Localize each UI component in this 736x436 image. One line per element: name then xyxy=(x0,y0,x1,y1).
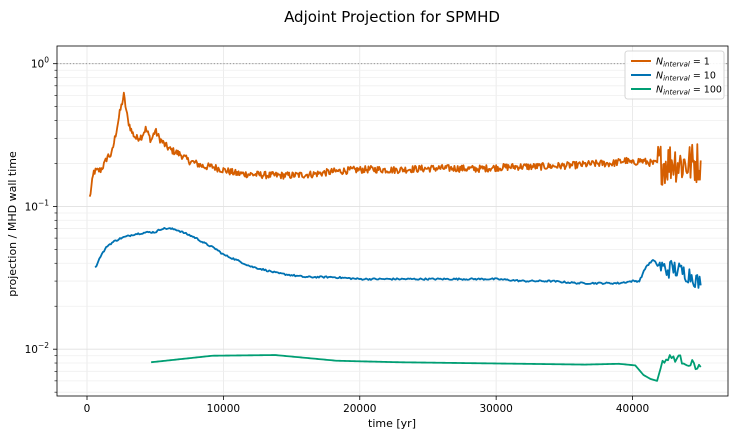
x-tick-label: 30000 xyxy=(479,403,512,415)
y-tick-label: 100 xyxy=(31,56,49,71)
y-tick-label: 10−1 xyxy=(25,198,50,213)
x-axis: 0 10000 20000 30000 40000 xyxy=(84,396,649,415)
legend-box xyxy=(624,50,725,100)
x-tick-label: 0 xyxy=(84,403,91,415)
legend-entry: Ninterval = 100 xyxy=(656,85,722,97)
legend-entry: Ninterval = 10 xyxy=(656,71,716,83)
y-tick-label: 10−2 xyxy=(25,341,50,356)
y-axis-label: projection / MHD wall time xyxy=(6,151,19,297)
legend-entry: Ninterval = 1 xyxy=(656,57,710,69)
y-axis: 10−2 10−1 100 xyxy=(25,56,57,393)
chart-title: Adjoint Projection for SPMHD xyxy=(284,8,500,26)
x-tick-label: 10000 xyxy=(207,403,240,415)
x-axis-label: time [yr] xyxy=(368,417,416,430)
x-tick-label: 20000 xyxy=(343,403,376,415)
series-line-3 xyxy=(151,354,702,382)
grid xyxy=(57,46,728,396)
series-group xyxy=(88,91,702,382)
legend: Ninterval = 1 Ninterval = 10 Ninterval = 1… xyxy=(624,50,725,100)
series-line-2 xyxy=(94,226,702,289)
x-tick-label: 40000 xyxy=(616,403,649,415)
series-line-1 xyxy=(88,91,702,197)
plot-frame xyxy=(56,45,729,397)
